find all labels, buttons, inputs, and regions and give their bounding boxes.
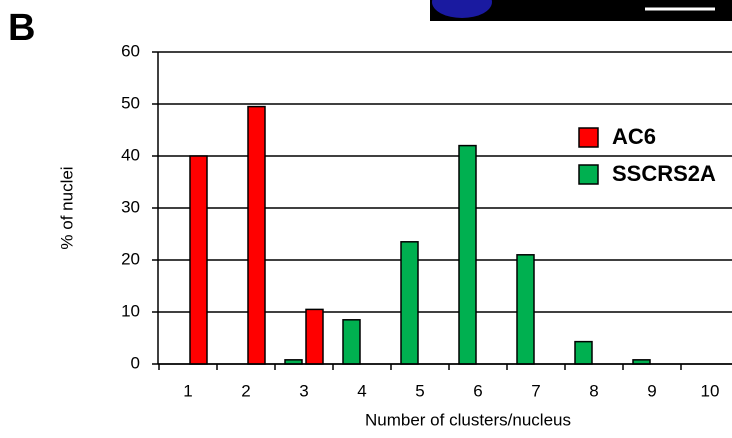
- y-tick-label: 0: [131, 353, 140, 372]
- bar: [343, 320, 360, 364]
- legend-swatch: [579, 128, 598, 147]
- x-tick-label: 7: [531, 381, 540, 400]
- x-tick-label: 5: [415, 381, 424, 400]
- x-tick-label: 1: [183, 381, 192, 400]
- y-tick-label: 10: [121, 301, 140, 320]
- x-tick-label: 10: [701, 381, 720, 400]
- x-tick-label: 6: [473, 381, 482, 400]
- legend-label: AC6: [612, 124, 656, 149]
- y-tick-label: 40: [121, 145, 140, 164]
- x-tick-label: 4: [357, 381, 366, 400]
- bar: [190, 156, 207, 364]
- y-tick-label: 50: [121, 93, 140, 112]
- y-tick-label: 60: [121, 41, 140, 60]
- legend-swatch: [579, 165, 598, 184]
- x-tick-label: 2: [241, 381, 250, 400]
- y-tick-label: 30: [121, 197, 140, 216]
- x-axis-label: Number of clusters/nucleus: [365, 410, 571, 429]
- bar: [575, 342, 592, 364]
- legend-label: SSCRS2A: [612, 161, 716, 186]
- bar: [401, 242, 418, 364]
- bar: [517, 255, 534, 364]
- x-tick-label: 3: [299, 381, 308, 400]
- y-tick-label: 20: [121, 249, 140, 268]
- bar: [459, 146, 476, 364]
- x-tick-label: 8: [589, 381, 598, 400]
- bar: [248, 107, 265, 364]
- bar: [306, 309, 323, 364]
- figure: B % of nuclei Number of clusters/nucleus…: [0, 0, 732, 438]
- panel-label: B: [8, 7, 35, 49]
- x-tick-label: 9: [647, 381, 656, 400]
- y-axis-label: % of nuclei: [57, 166, 76, 249]
